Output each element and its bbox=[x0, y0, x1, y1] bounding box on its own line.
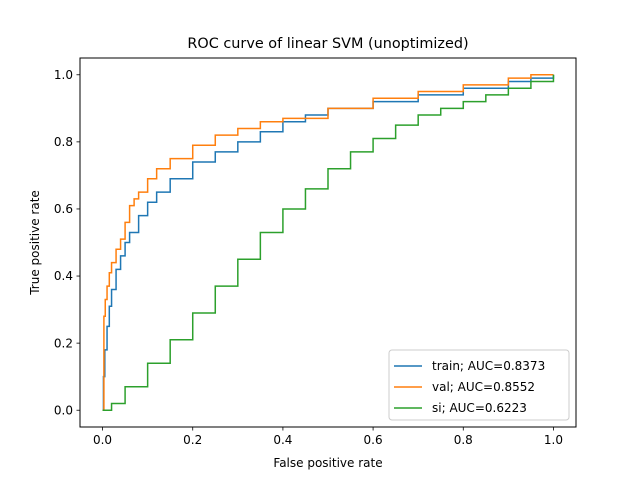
legend-label-2: si; AUC=0.6223 bbox=[432, 401, 527, 415]
series-line-2 bbox=[102, 74, 555, 411]
x-tick-label: 0.6 bbox=[364, 433, 383, 447]
y-tick-label: 0.2 bbox=[54, 336, 73, 350]
legend: train; AUC=0.8373 val; AUC=0.8552 si; AUC=… bbox=[388, 349, 570, 421]
legend-box bbox=[388, 349, 570, 421]
x-axis-label: False positive rate bbox=[273, 456, 382, 470]
y-tick-label: 1.0 bbox=[54, 68, 73, 82]
x-axis-ticks: 0.0 0.2 0.4 0.6 0.8 1.0 bbox=[93, 427, 563, 447]
x-tick-label: 1.0 bbox=[544, 433, 563, 447]
y-tick-label: 0.0 bbox=[54, 403, 73, 417]
chart-title: ROC curve of linear SVM (unoptimized) bbox=[187, 36, 468, 52]
y-axis-ticks: 0.0 0.2 0.4 0.6 0.8 1.0 bbox=[54, 68, 80, 417]
plot-frame bbox=[79, 57, 577, 428]
legend-label-1: val; AUC=0.8552 bbox=[432, 380, 535, 394]
x-tick-label: 0.8 bbox=[454, 433, 473, 447]
y-tick-label: 0.8 bbox=[54, 135, 73, 149]
y-tick-label: 0.6 bbox=[54, 202, 73, 216]
y-tick-label: 0.4 bbox=[54, 269, 73, 283]
x-tick-label: 0.2 bbox=[183, 433, 202, 447]
y-axis-label: True positive rate bbox=[28, 190, 42, 296]
series-line-0 bbox=[102, 74, 555, 411]
x-tick-label: 0.4 bbox=[273, 433, 292, 447]
legend-label-0: train; AUC=0.8373 bbox=[432, 359, 545, 373]
plot-lines bbox=[102, 74, 555, 411]
x-tick-label: 0.0 bbox=[93, 433, 112, 447]
series-line-1 bbox=[102, 74, 554, 411]
